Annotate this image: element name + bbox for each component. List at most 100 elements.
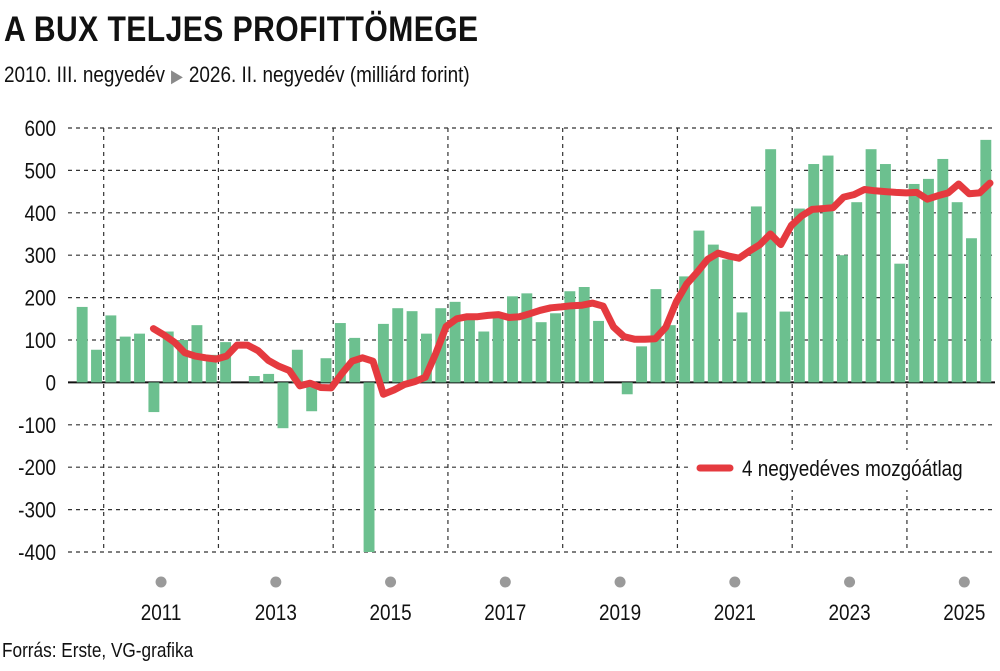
y-axis: 600 500 400 300 200 100 0 -100 -200 -300 -400 (18, 117, 56, 566)
y-tick-label: 500 (24, 159, 56, 184)
x-tick-label: 2015 (370, 601, 412, 626)
bar (980, 139, 992, 383)
legend-box (690, 450, 995, 490)
bar (808, 164, 820, 383)
bar (908, 183, 920, 383)
bar (177, 340, 189, 383)
legend-label: 4 negyedéves mozgóátlag (742, 457, 963, 482)
x-axis: 2011 2013 2015 2017 2019 2021 2023 2025 (141, 576, 985, 626)
bar (750, 206, 762, 383)
y-tick-label: 200 (24, 286, 56, 311)
period-start: 2010. III. negyedév (4, 62, 165, 87)
bar (578, 287, 590, 383)
bar (879, 164, 891, 383)
bar (621, 382, 633, 395)
moving-average-line (149, 179, 994, 398)
x-tick-label: 2025 (943, 601, 985, 626)
bar (334, 323, 346, 383)
bar (492, 314, 504, 383)
bar (937, 158, 949, 383)
triangle-right-icon: ▶ (170, 66, 183, 86)
bar (119, 336, 131, 383)
bar (521, 293, 533, 383)
bar (793, 208, 805, 383)
y-tick-label: 100 (24, 329, 56, 354)
bar (205, 354, 217, 383)
source-note: Forrás: Erste, VG-grafika (2, 640, 194, 662)
bar (478, 331, 490, 383)
bar (363, 382, 375, 552)
bar (449, 301, 461, 383)
bar (464, 318, 475, 383)
bar (306, 382, 318, 412)
year-marker-dot (844, 576, 856, 588)
bar (392, 308, 404, 383)
bar (91, 349, 102, 383)
bar (851, 202, 863, 383)
year-marker-dot (958, 576, 970, 588)
y-tick-label: -100 (18, 413, 56, 438)
bar (105, 315, 117, 383)
chart-title: A BUX TELJES PROFITTÖMEGE (4, 10, 479, 49)
bar (722, 259, 734, 383)
bar (134, 333, 145, 383)
moving-average-series (149, 179, 994, 398)
bar (636, 346, 648, 383)
y-tick-label: -300 (18, 498, 56, 523)
bar (736, 312, 748, 383)
bar (162, 331, 174, 383)
bar (664, 325, 676, 383)
bar (550, 313, 561, 383)
year-marker-dot (499, 576, 511, 588)
bar-series (76, 139, 992, 552)
chart-subtitle: 2010. III. negyedév ▶ 2026. II. negyedév (… (4, 62, 470, 88)
y-tick-label: -200 (18, 456, 56, 481)
bar (263, 373, 275, 383)
x-tick-label: 2013 (255, 601, 297, 626)
bar (693, 230, 705, 383)
year-marker-dot (270, 576, 282, 588)
bar (420, 333, 432, 383)
bar (593, 320, 604, 383)
bar (679, 276, 691, 383)
y-tick-label: -400 (18, 541, 56, 566)
bar (76, 306, 88, 383)
bar (822, 155, 834, 383)
bar (291, 349, 303, 383)
bar (923, 178, 934, 383)
bar (535, 322, 547, 383)
bar (894, 263, 906, 383)
bar (277, 382, 289, 429)
bar (836, 255, 848, 383)
x-tick-label: 2011 (141, 601, 182, 626)
year-marker-dot (385, 576, 397, 588)
year-marker-dot (614, 576, 626, 588)
x-tick-label: 2023 (829, 601, 871, 626)
bar (220, 342, 232, 383)
bar (377, 323, 389, 383)
bar (507, 296, 518, 383)
legend: 4 negyedéves mozgóátlag (690, 450, 995, 490)
year-marker-dot (729, 576, 741, 588)
bar (564, 291, 576, 383)
year-marker-dot (155, 576, 167, 588)
bar (779, 311, 791, 383)
bar (707, 244, 719, 383)
y-tick-label: 400 (24, 201, 56, 226)
bar (148, 382, 160, 413)
bar (248, 376, 260, 383)
x-tick-label: 2021 (714, 601, 756, 626)
y-tick-label: 600 (24, 117, 56, 142)
x-tick-label: 2017 (484, 601, 526, 626)
bar (951, 202, 963, 383)
y-tick-label: 300 (24, 244, 56, 269)
y-tick-label: 0 (45, 371, 56, 396)
bar (320, 358, 332, 383)
x-tick-label: 2019 (599, 601, 641, 626)
bar (966, 238, 977, 383)
bar (865, 149, 877, 383)
bar (406, 311, 418, 383)
bar (765, 149, 777, 383)
period-end: 2026. II. negyedév (milliárd forint) (188, 62, 470, 87)
